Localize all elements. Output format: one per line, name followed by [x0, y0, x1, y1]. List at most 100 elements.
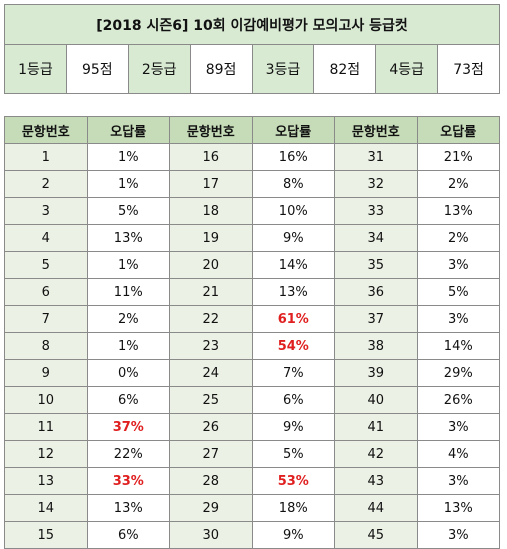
question-number: 19	[169, 224, 253, 252]
table-header-row: 문항번호 오답률 문항번호 오답률 문항번호 오답률	[4, 116, 500, 144]
question-number: 33	[334, 197, 418, 225]
error-rate: 1%	[86, 251, 170, 279]
table-row: 9 0% 24 7% 39 29%	[4, 359, 500, 387]
table-row: 10 6% 25 6% 40 26%	[4, 386, 500, 414]
question-number: 34	[334, 224, 418, 252]
grade-label-2: 2등급	[127, 44, 191, 94]
table-row: 3 5% 18 10% 33 13%	[4, 197, 500, 225]
error-rate: 3%	[416, 305, 500, 333]
table-body: 1 1% 16 16% 31 21% 2 1% 17 8% 32 2% 3 5% 18 10% 33 13% 4 13…	[4, 143, 500, 549]
grade-score-3: 82점	[313, 44, 377, 94]
grade-score-1: 95점	[65, 44, 129, 94]
question-number: 31	[334, 143, 418, 171]
question-number: 10	[4, 386, 88, 414]
table-row: 12 22% 27 5% 42 4%	[4, 440, 500, 468]
error-rate: 37%	[86, 413, 170, 441]
error-rate: 5%	[416, 278, 500, 306]
table-row: 4 13% 19 9% 34 2%	[4, 224, 500, 252]
table-row: 14 13% 29 18% 44 13%	[4, 494, 500, 522]
error-rate: 0%	[86, 359, 170, 387]
error-rate: 21%	[416, 143, 500, 171]
error-rate: 11%	[86, 278, 170, 306]
column-header-number: 문항번호	[169, 116, 253, 144]
error-rate: 4%	[416, 440, 500, 468]
page-title: [2018 시즌6] 10회 이감예비평가 모의고사 등급컷	[4, 4, 500, 45]
column-header-rate: 오답률	[416, 116, 500, 144]
question-number: 37	[334, 305, 418, 333]
question-number: 2	[4, 170, 88, 198]
grade-label-3: 3등급	[251, 44, 315, 94]
error-rate: 29%	[416, 359, 500, 387]
table-row: 6 11% 21 13% 36 5%	[4, 278, 500, 306]
error-rate: 13%	[251, 278, 335, 306]
error-rate: 3%	[416, 251, 500, 279]
column-header-rate: 오답률	[251, 116, 335, 144]
error-rate: 16%	[251, 143, 335, 171]
error-rate: 5%	[86, 197, 170, 225]
error-rate: 18%	[251, 494, 335, 522]
question-number: 32	[334, 170, 418, 198]
question-number: 20	[169, 251, 253, 279]
error-rate: 1%	[86, 170, 170, 198]
question-number: 11	[4, 413, 88, 441]
table-row: 1 1% 16 16% 31 21%	[4, 143, 500, 171]
error-rate: 2%	[416, 224, 500, 252]
question-number: 17	[169, 170, 253, 198]
error-rate: 26%	[416, 386, 500, 414]
question-number: 21	[169, 278, 253, 306]
question-number: 16	[169, 143, 253, 171]
column-header-number: 문항번호	[334, 116, 418, 144]
grade-score-4: 73점	[437, 44, 500, 94]
error-rate: 2%	[416, 170, 500, 198]
table-row: 7 2% 22 61% 37 3%	[4, 305, 500, 333]
error-rate: 3%	[416, 521, 500, 549]
question-number: 41	[334, 413, 418, 441]
error-rate: 22%	[86, 440, 170, 468]
error-rate-table: 문항번호 오답률 문항번호 오답률 문항번호 오답률 1 1% 16 16% 31 21%…	[4, 116, 500, 549]
error-rate: 1%	[86, 332, 170, 360]
column-header-rate: 오답률	[86, 116, 170, 144]
error-rate: 13%	[86, 494, 170, 522]
question-number: 35	[334, 251, 418, 279]
question-number: 9	[4, 359, 88, 387]
error-rate: 61%	[251, 305, 335, 333]
question-number: 43	[334, 467, 418, 495]
error-rate: 9%	[251, 413, 335, 441]
error-rate: 9%	[251, 224, 335, 252]
question-number: 7	[4, 305, 88, 333]
error-rate: 6%	[86, 521, 170, 549]
question-number: 3	[4, 197, 88, 225]
table-row: 11 37% 26 9% 41 3%	[4, 413, 500, 441]
question-number: 18	[169, 197, 253, 225]
question-number: 24	[169, 359, 253, 387]
table-row: 8 1% 23 54% 38 14%	[4, 332, 500, 360]
table-row: 13 33% 28 53% 43 3%	[4, 467, 500, 495]
grade-label-1: 1등급	[4, 44, 67, 94]
error-rate: 13%	[416, 494, 500, 522]
grade-cut-summary: [2018 시즌6] 10회 이감예비평가 모의고사 등급컷 1등급 95점 2…	[4, 4, 500, 94]
question-number: 39	[334, 359, 418, 387]
error-rate: 33%	[86, 467, 170, 495]
grade-score-2: 89점	[189, 44, 253, 94]
grade-label-4: 4등급	[375, 44, 439, 94]
question-number: 8	[4, 332, 88, 360]
error-rate: 3%	[416, 413, 500, 441]
question-number: 36	[334, 278, 418, 306]
error-rate: 13%	[86, 224, 170, 252]
question-number: 40	[334, 386, 418, 414]
question-number: 4	[4, 224, 88, 252]
error-rate: 53%	[251, 467, 335, 495]
table-row: 2 1% 17 8% 32 2%	[4, 170, 500, 198]
error-rate: 6%	[251, 386, 335, 414]
question-number: 15	[4, 521, 88, 549]
question-number: 14	[4, 494, 88, 522]
question-number: 22	[169, 305, 253, 333]
question-number: 12	[4, 440, 88, 468]
grade-cut-row: 1등급 95점 2등급 89점 3등급 82점 4등급 73점	[4, 44, 500, 94]
question-number: 45	[334, 521, 418, 549]
question-number: 28	[169, 467, 253, 495]
error-rate: 8%	[251, 170, 335, 198]
question-number: 29	[169, 494, 253, 522]
error-rate: 10%	[251, 197, 335, 225]
column-header-number: 문항번호	[4, 116, 88, 144]
